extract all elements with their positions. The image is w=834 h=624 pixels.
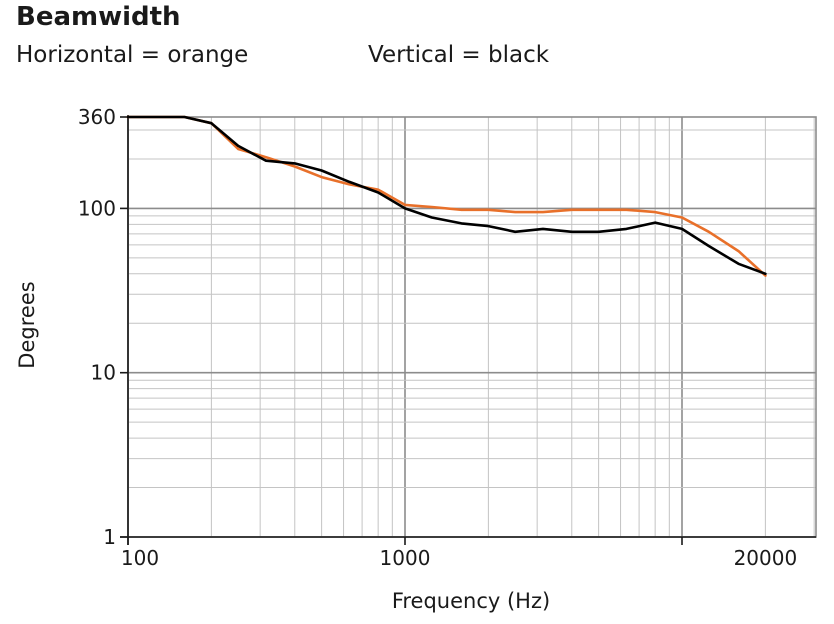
y-tick-label: 360 [78,105,116,129]
legend-vertical: Vertical = black [368,42,550,68]
y-tick-label: 100 [78,196,116,220]
tick-labels: 1 10 100 360 100 1000 20000 [78,105,797,570]
y-tick-label: 1 [103,525,116,549]
plot-frame [120,115,817,545]
x-tick-label: 1000 [380,546,431,570]
series-line-horizontal [126,115,767,277]
plot-border [127,116,817,538]
x-tick-label: 20000 [734,546,798,570]
chart-title: Beamwidth [16,2,181,32]
legend-horizontal: Horizontal = orange [16,42,249,68]
y-axis-label: Degrees [15,281,39,368]
x-axis-label: Frequency (Hz) [392,589,550,613]
series-lines [126,115,767,277]
series-line-vertical [126,115,767,276]
y-tick-label: 10 [91,361,116,385]
grid-lines [127,117,816,538]
x-tick-label: 100 [121,546,159,570]
